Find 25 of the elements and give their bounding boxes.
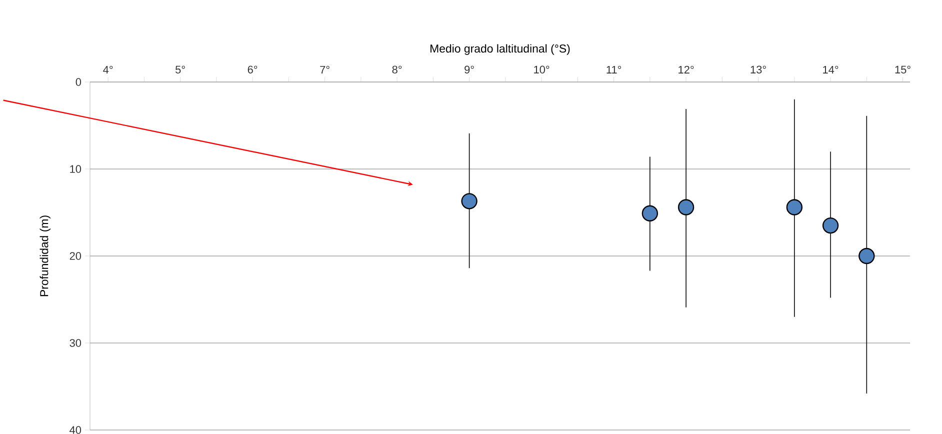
point <box>786 199 803 216</box>
y-tick-label: 0 <box>76 78 82 86</box>
point <box>461 193 478 210</box>
x-tick-label: 14° <box>823 66 838 74</box>
x-tick-label: 7° <box>320 66 330 74</box>
point <box>858 248 875 264</box>
y-tick-label: 10 <box>70 165 82 173</box>
x-tick-label: 4° <box>103 66 113 74</box>
x-tick-label: 11° <box>606 66 622 74</box>
point <box>642 205 658 222</box>
y-axis-title: Profundidad (m) <box>40 216 50 296</box>
point <box>678 199 694 216</box>
x-tick-label: 5° <box>176 66 185 74</box>
point <box>822 217 839 234</box>
y-tick-label: 40 <box>70 426 82 434</box>
x-tick-label: 15° <box>895 66 910 74</box>
x-tick-label: 8° <box>392 66 402 74</box>
y-tick-label: 30 <box>70 339 82 347</box>
x-tick-label: 12° <box>678 66 694 74</box>
x-tick-label: 6° <box>248 66 258 74</box>
x-tick-label: 13° <box>750 66 766 74</box>
y-tick-label: 20 <box>70 252 82 260</box>
x-axis-title: Medio grado laltitudinal (°S) <box>430 44 570 55</box>
x-tick-label: 10° <box>534 66 550 74</box>
x-tick-label: 9° <box>464 66 474 74</box>
